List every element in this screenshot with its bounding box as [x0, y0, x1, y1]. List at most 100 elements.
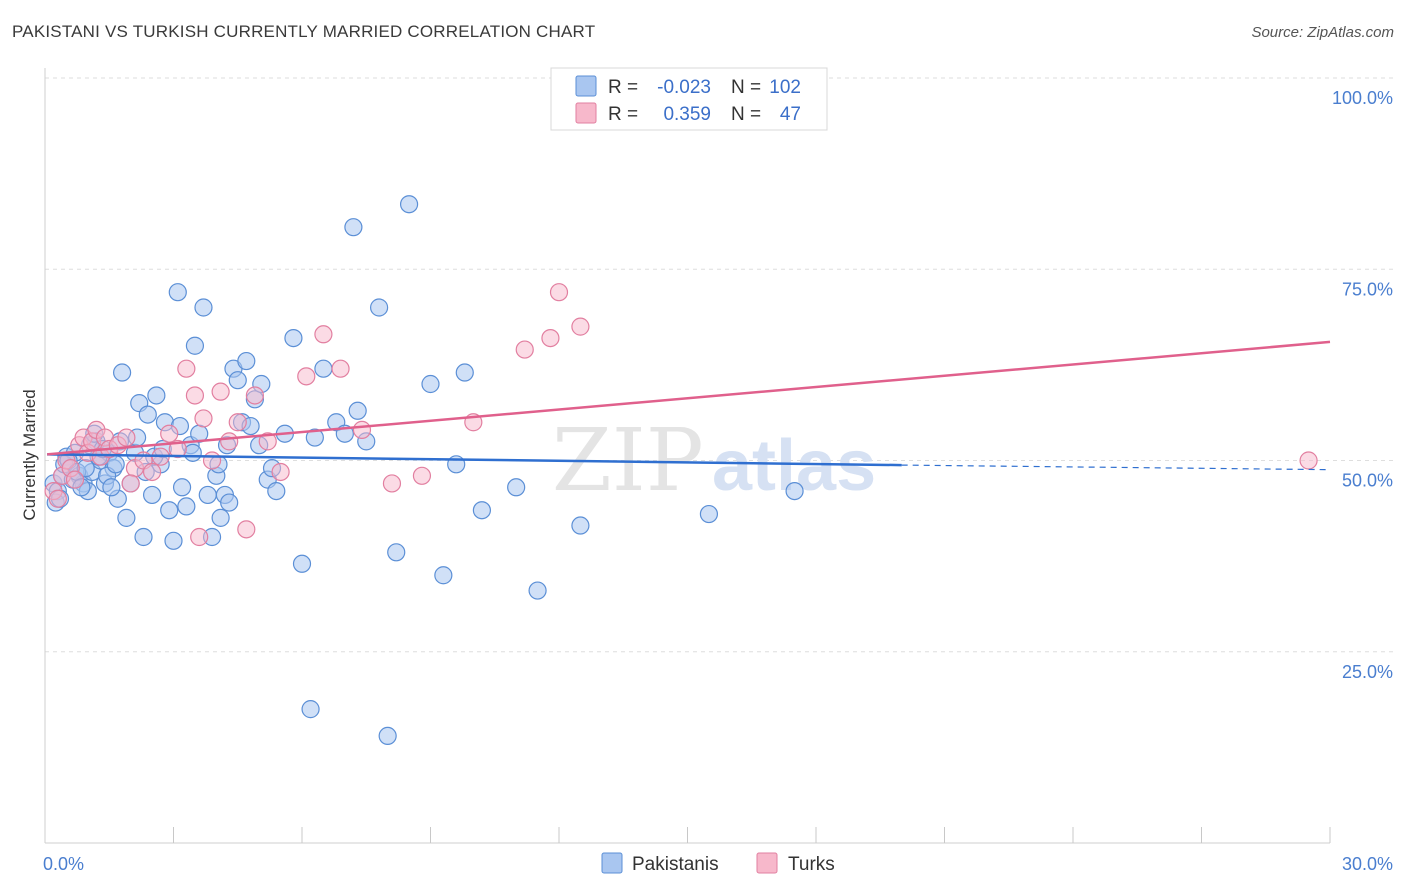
pakistanis-point [183, 443, 202, 462]
pakistanis-trend-line [47, 453, 902, 467]
legend-n-label: N = [731, 104, 761, 125]
pakistanis-point [267, 482, 286, 501]
pakistanis-point [399, 195, 419, 214]
pakistanis-point [387, 543, 406, 562]
pakistanis-point [220, 493, 239, 512]
pakistanis-point [528, 581, 547, 600]
y-tick-label: 25.0% [1342, 662, 1393, 682]
bottom-legend: Pakistanis Turks [601, 852, 835, 875]
pakistanis-point [198, 485, 217, 505]
legend-r-value: 0.359 [663, 104, 711, 125]
turks-point [549, 283, 569, 302]
bottom-legend-turks-swatch [756, 852, 778, 874]
pakistanis-point [172, 478, 192, 497]
legend-n-value: 47 [780, 104, 801, 125]
turks-point [1299, 451, 1318, 470]
pakistanis-point [301, 700, 320, 719]
chart-source: Source: ZipAtlas.com [1251, 24, 1394, 41]
pakistanis-point [785, 482, 804, 501]
pakistanis-point [134, 527, 153, 547]
bottom-legend-turks: Turks [788, 854, 835, 875]
bottom-legend-pakistanis-swatch [601, 852, 623, 874]
y-tick-label: 100.0% [1332, 88, 1393, 108]
pakistanis-point [117, 508, 136, 527]
pakistanis-point [138, 405, 157, 424]
turks-point [177, 359, 196, 378]
x-tick-label: 30.0% [1342, 854, 1393, 874]
turks-point [211, 382, 230, 401]
legend-pakistanis-swatch [575, 75, 597, 97]
turks-point [117, 428, 136, 447]
pakistanis-point [284, 329, 303, 348]
turks-point [48, 489, 67, 508]
turks-point [185, 386, 205, 405]
turks-point [220, 432, 239, 451]
turks-point [121, 474, 140, 493]
turks-point [237, 520, 256, 539]
turks-point [297, 367, 316, 386]
pakistanis-point [228, 371, 247, 390]
legend-r-label: R = [608, 104, 638, 125]
pakistanis-point [571, 516, 590, 535]
turks-point [168, 439, 187, 459]
pakistanis-point [472, 501, 491, 520]
turks-point [541, 329, 560, 348]
tick-labels: 100.0% 75.0% 50.0% 25.0% 0.0% 30.0% [43, 88, 1393, 874]
pakistanis-point [378, 726, 397, 746]
y-tick-label: 50.0% [1342, 471, 1393, 491]
pakistanis-point [168, 283, 187, 302]
turks-point [412, 466, 432, 485]
pakistanis-trend-extension [901, 464, 1331, 471]
pakistanis-point [344, 218, 363, 237]
pakistanis-point [177, 497, 196, 516]
pakistanis-point [147, 386, 166, 405]
pakistanis-point [699, 504, 719, 524]
series-turks-points [44, 283, 1318, 547]
pakistanis-point [455, 363, 474, 382]
pakistanis-point [314, 359, 333, 378]
turks-point [314, 325, 333, 344]
pakistanis-point [160, 501, 179, 520]
pakistanis-point [102, 478, 121, 497]
turks-point [352, 420, 372, 439]
turks-point [382, 474, 402, 493]
pakistanis-point [194, 298, 213, 317]
y-axis-label: Currently Married [20, 389, 39, 520]
turks-point [202, 451, 222, 470]
pakistanis-point [185, 336, 205, 355]
pakistanis-point [434, 566, 453, 585]
turks-point [228, 413, 247, 432]
turks-trend-line [47, 340, 1331, 456]
turks-point [515, 340, 534, 359]
pakistanis-point [112, 363, 132, 382]
x-tick-label: 0.0% [43, 854, 84, 874]
pakistanis-point [370, 298, 389, 317]
pakistanis-point [142, 485, 162, 505]
turks-point [245, 386, 264, 405]
pakistanis-point [237, 351, 256, 371]
pakistanis-point [421, 374, 440, 394]
y-tick-label: 75.0% [1342, 279, 1393, 299]
chart-title: PAKISTANI VS TURKISH CURRENTLY MARRIED C… [12, 22, 596, 41]
legend-r-label: R = [608, 77, 638, 98]
pakistanis-point [106, 455, 125, 474]
pakistanis-point [211, 508, 230, 527]
turks-point [258, 432, 277, 451]
axes [44, 68, 1331, 844]
pakistanis-point [292, 554, 312, 573]
pakistanis-point [305, 428, 324, 447]
turks-point [160, 424, 179, 443]
legend-n-value: 102 [769, 77, 801, 98]
turks-point [142, 462, 162, 482]
turks-point [190, 527, 209, 547]
legend-turks-swatch [575, 102, 597, 124]
bottom-legend-pakistanis: Pakistanis [632, 854, 719, 875]
trend-lines [47, 340, 1331, 471]
pakistanis-point [507, 478, 526, 497]
legend-n-label: N = [731, 77, 761, 98]
turks-point [65, 470, 85, 489]
turks-point [571, 317, 590, 336]
legend-box: R = -0.023 N = 102 R = 0.359 N = 47 [550, 67, 828, 131]
turks-point [271, 462, 290, 482]
